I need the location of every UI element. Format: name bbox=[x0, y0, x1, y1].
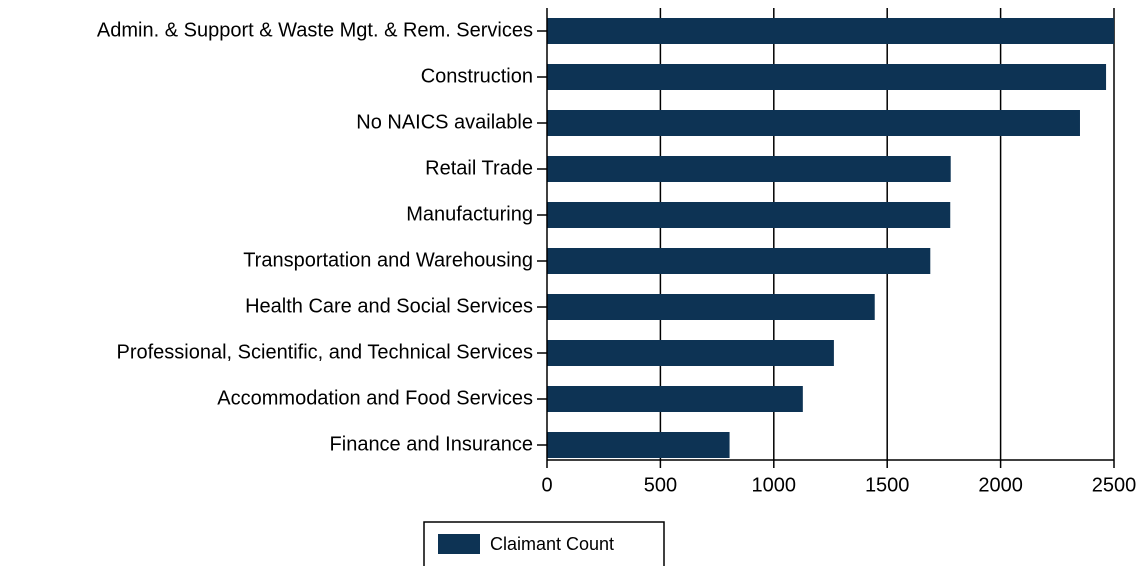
bar-layer bbox=[547, 18, 1114, 458]
x-tick-label-500: 500 bbox=[644, 474, 677, 496]
legend-swatch bbox=[438, 534, 480, 554]
category-label-5: Manufacturing bbox=[406, 203, 533, 225]
x-tick-label-1000: 1000 bbox=[752, 474, 797, 496]
bar-10 bbox=[547, 432, 730, 458]
x-tick-label-1500: 1500 bbox=[865, 474, 910, 496]
bar-8 bbox=[547, 340, 834, 366]
x-tick-label-0: 0 bbox=[541, 474, 552, 496]
x-tick-label-2000: 2000 bbox=[978, 474, 1023, 496]
bar-6 bbox=[547, 248, 931, 274]
legend-label: Claimant Count bbox=[490, 534, 614, 554]
bar-2 bbox=[547, 64, 1107, 90]
category-label-9: Accommodation and Food Services bbox=[217, 387, 533, 409]
bar-7 bbox=[547, 294, 875, 320]
bar-4 bbox=[547, 156, 951, 182]
legend-box bbox=[423, 521, 665, 566]
category-label-6: Transportation and Warehousing bbox=[243, 249, 533, 271]
bar-3 bbox=[547, 110, 1080, 136]
category-label-2: Construction bbox=[421, 65, 533, 87]
bar-5 bbox=[547, 202, 951, 228]
legend: Claimant Count bbox=[423, 521, 665, 566]
category-label-4: Retail Trade bbox=[425, 157, 533, 179]
category-label-10: Finance and Insurance bbox=[330, 433, 533, 455]
bar-9 bbox=[547, 386, 803, 412]
x-tick-label-2500: 2500 bbox=[1092, 474, 1137, 496]
category-label-7: Health Care and Social Services bbox=[245, 295, 533, 317]
bar-1 bbox=[547, 18, 1114, 44]
category-label-3: No NAICS available bbox=[356, 111, 533, 133]
label-layer: Admin. & Support & Waste Mgt. & Rem. Ser… bbox=[97, 19, 1136, 496]
category-label-8: Professional, Scientific, and Technical … bbox=[116, 341, 533, 363]
axis-layer bbox=[537, 8, 1115, 468]
category-label-1: Admin. & Support & Waste Mgt. & Rem. Ser… bbox=[97, 19, 533, 41]
